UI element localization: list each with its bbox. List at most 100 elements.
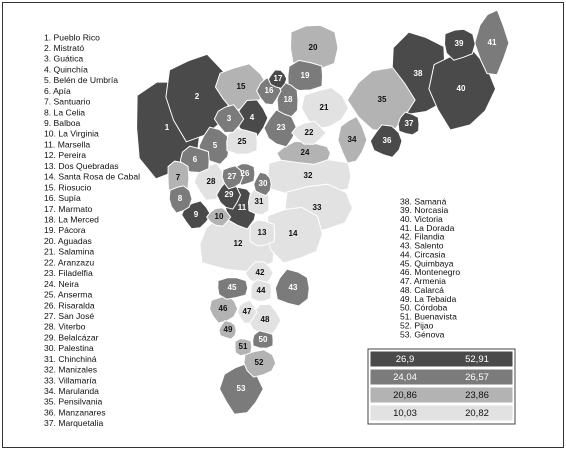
municipality-item: 47. Armenia: [400, 276, 446, 286]
region-label: 53: [237, 384, 246, 393]
municipality-region: [218, 320, 237, 340]
municipality-region: [213, 104, 245, 134]
municipality-item: 37. Marquetalia: [44, 418, 103, 428]
municipality-item: 12. Pereira: [44, 150, 86, 160]
municipality-item: 53. Génova: [400, 329, 445, 339]
legend-swatch: [369, 350, 514, 368]
map-regions: [136, 9, 510, 415]
municipality-region: [226, 127, 258, 155]
municipality-item: 9. Balboa: [44, 118, 81, 128]
legend-swatch: [369, 404, 514, 422]
region-label: 13: [258, 228, 267, 237]
region-label: 26: [241, 169, 250, 178]
municipality-item: 6. Apía: [44, 86, 71, 96]
municipality-item: 38. Samaná: [400, 196, 447, 206]
municipality-region: [181, 200, 212, 230]
municipality-item: 23. Filadelfia: [44, 268, 93, 278]
municipality-item: 15. Riosucio: [44, 182, 92, 192]
municipality-item: 46. Montenegro: [400, 267, 460, 277]
region-label: 44: [257, 286, 266, 295]
region-label: 46: [219, 304, 228, 313]
municipality-item: 26. Risaralda: [44, 300, 95, 310]
municipality-item: 31. Chinchiná: [44, 354, 97, 364]
region-label: 52: [255, 358, 264, 367]
region-label: 40: [457, 84, 466, 93]
municipality-item: 39. Norcasia: [400, 205, 448, 215]
municipality-region: [168, 185, 193, 214]
municipality-item: 34. Marulanda: [44, 386, 99, 396]
municipality-item: 36. Manzanares: [44, 407, 106, 417]
municipality-item: 10. La Virginia: [44, 129, 99, 139]
municipality-region: [276, 140, 332, 165]
municipality-item: 29. Belalcázar: [44, 332, 99, 342]
region-label: 39: [455, 39, 464, 48]
region-label: 41: [488, 38, 497, 47]
municipality-item: 30. Palestina: [44, 343, 94, 353]
municipality-item: 14. Santa Rosa de Cabal: [44, 172, 140, 182]
municipality-region: [236, 299, 258, 324]
municipality-region: [267, 69, 288, 89]
region-label: 6: [193, 155, 198, 164]
municipality-item: 50. Córdoba: [400, 303, 448, 313]
municipality-item: 21. Salamina: [44, 247, 94, 257]
municipality-item: 45. Quimbaya: [400, 258, 454, 268]
region-label: 10: [215, 212, 224, 221]
legend-to: 20,82: [465, 408, 489, 419]
region-label: 47: [243, 307, 252, 316]
municipality-item: 28. Viterbo: [44, 322, 86, 332]
municipality-item: 16. Supía: [44, 193, 81, 203]
municipality-item: 13. Dos Quebradas: [44, 161, 119, 171]
municipality-item: 27. San José: [44, 311, 94, 321]
region-label: 36: [383, 136, 392, 145]
region-label: 20: [309, 43, 318, 52]
legend-to: 52,91: [465, 354, 489, 365]
legend-from: 10,03: [393, 408, 417, 419]
municipality-item: 41. La Dorada: [400, 223, 455, 233]
region-label: 35: [378, 95, 387, 104]
municipality-item: 44. Circasia: [400, 249, 446, 259]
municipality-item: 11. Marsella: [44, 139, 90, 149]
region-label: 23: [277, 123, 286, 132]
municipality-item: 20. Aguadas: [44, 236, 92, 246]
municipality-item: 51. Buenavista: [400, 312, 457, 322]
municipality-item: 3. Guática: [44, 54, 83, 64]
municipality-item: 7. Santuario: [44, 97, 91, 107]
municipality-region: [369, 124, 403, 158]
municipality-item: 43. Salento: [400, 241, 444, 251]
region-label: 43: [289, 283, 298, 292]
region-label: 37: [405, 119, 414, 128]
municipality-item: 2. Mistrató: [44, 43, 84, 53]
region-label: 8: [178, 194, 183, 203]
region-label: 3: [227, 114, 232, 123]
region-label: 9: [194, 210, 199, 219]
region-label: 24: [301, 148, 310, 157]
municipality-item: 8. La Celia: [44, 107, 85, 117]
region-label: 19: [301, 71, 310, 80]
region-label: 4: [250, 113, 255, 122]
legend: 26,9 52,91 24,04 26,57 20,86 23,86 10,03 20,82: [367, 348, 516, 425]
municipality-item: 17. Marmato: [44, 204, 92, 214]
municipality-region: [249, 219, 276, 247]
municipality-item: 42. Filandia: [400, 232, 445, 242]
region-label: 17: [274, 74, 283, 83]
legend-to: 23,86: [465, 390, 489, 401]
municipality-region: [221, 165, 244, 190]
municipality-region: [337, 115, 368, 164]
region-label: 48: [261, 315, 270, 324]
region-label: 22: [305, 128, 314, 137]
region-label: 42: [256, 268, 265, 277]
region-label: 1: [165, 123, 170, 132]
region-label: 16: [265, 86, 274, 95]
region-label: 27: [228, 172, 237, 181]
region-label: 14: [289, 229, 298, 238]
region-label: 51: [239, 342, 248, 351]
municipality-item: 49. La Tebaida: [400, 294, 456, 304]
municipality-item: 33. Villamaría: [44, 375, 97, 385]
region-label: 7: [176, 173, 181, 182]
region-label: 32: [304, 171, 313, 180]
municipality-item: 4. Quinchía: [44, 64, 88, 74]
municipality-item: 40. Victoria: [400, 214, 443, 224]
